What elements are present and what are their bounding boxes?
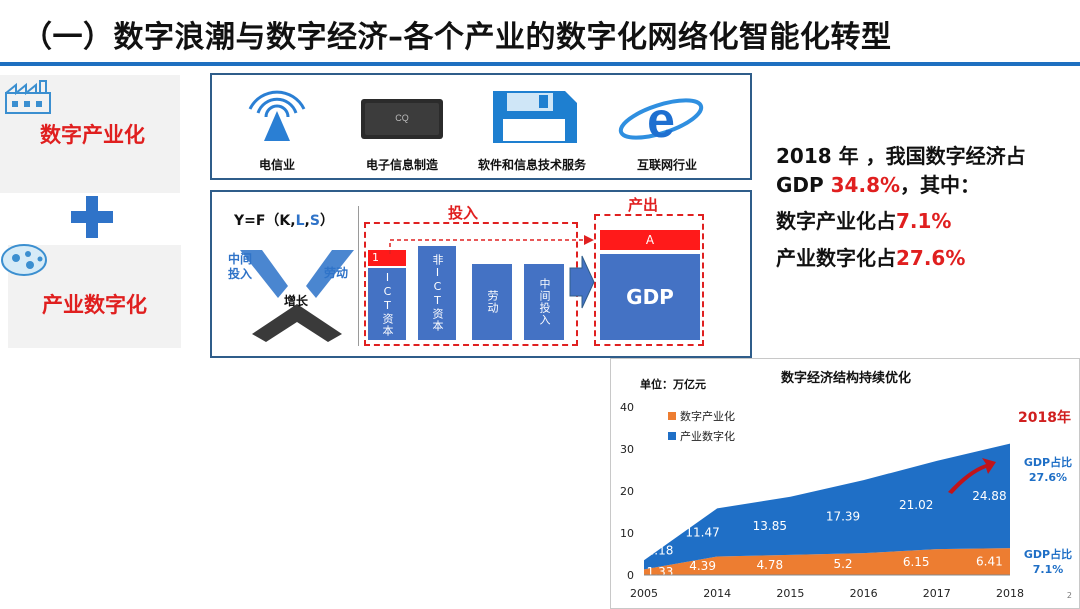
- gdp-box: GDP: [600, 254, 700, 340]
- stat-industrialization-value: 7.1%: [896, 209, 952, 233]
- box-a: A: [600, 230, 700, 250]
- stat-gdp-suffix: ，其中：: [900, 173, 981, 197]
- y-tick-label: 30: [620, 443, 634, 456]
- data-label-industrialization: 1.33: [647, 565, 674, 579]
- legend-digitalization: 产业数字化: [680, 429, 735, 443]
- industrial-digitalization-label: 产业数字化: [42, 293, 147, 317]
- industry-electronics: CQ 电子信息制造: [337, 83, 467, 178]
- production-function-panel: Y=F（K,L,S） 中间 投入 劳动 增长 资本 投入 产出 1 A ICT资…: [210, 190, 752, 358]
- page-title: （一）数字浪潮与数字经济–各个产业的数字化网络化智能化转型: [22, 20, 892, 55]
- stat-line-3: 数字产业化占7.1%: [776, 205, 951, 234]
- formula-prefix: Y=F（K,: [234, 213, 296, 229]
- gear-cluster-icon: [1, 244, 47, 276]
- mid-input-label: 中间 投入: [228, 252, 253, 281]
- data-label-digitalization: 17.39: [826, 510, 860, 524]
- annotation-year: 2018年: [1018, 409, 1071, 426]
- digital-industrialization-card: 数字产业化: [0, 75, 180, 193]
- formula-suffix: ）: [319, 213, 334, 229]
- industry-label: 电子信息制造: [365, 158, 438, 172]
- wifi-tower-icon: [248, 90, 306, 141]
- x-tick-label: 2014: [703, 587, 731, 600]
- output-dashed-box: [594, 214, 704, 346]
- production-formula: Y=F（K,L,S）: [234, 210, 334, 230]
- plus-icon-bar: [71, 211, 113, 223]
- svg-text:CQ: CQ: [395, 113, 409, 123]
- stat-line-4: 产业数字化占27.6%: [776, 242, 965, 271]
- growth-label: 增长: [284, 294, 309, 308]
- arrow-right-icon: [569, 255, 595, 309]
- factory-icon: [5, 80, 51, 114]
- y-tick-label: 40: [620, 401, 634, 414]
- mid-input-bar: 中间投入: [524, 264, 564, 340]
- data-label-digitalization: 11.47: [685, 525, 719, 539]
- annotation-gdp-bottom-2: 7.1%: [1033, 563, 1064, 576]
- industry-software: 软件和信息技术服务: [467, 83, 597, 178]
- x-tick-label: 2017: [923, 587, 951, 600]
- formula-comma: ,: [304, 213, 310, 229]
- digital-industrialization-label: 数字产业化: [40, 123, 145, 147]
- legend-swatch-industrialization: [668, 412, 676, 420]
- page-number: 2: [1067, 591, 1072, 600]
- formula-s: S: [309, 213, 320, 229]
- industry-telecom: 电信业: [212, 83, 342, 178]
- data-label-industrialization: 4.78: [756, 558, 783, 572]
- data-label-digitalization: 21.02: [899, 498, 933, 512]
- non-ict-capital-bar: 非ICT资本: [418, 246, 456, 340]
- data-label-digitalization: 2.18: [647, 544, 674, 558]
- formula-l: L: [295, 213, 305, 229]
- annotation-gdp-bottom-1: GDP占比: [1024, 547, 1072, 561]
- industry-internet: e 互联网行业: [602, 83, 732, 178]
- stat-digitalization-value: 27.6%: [896, 246, 966, 270]
- industry-label: 软件和信息技术服务: [477, 158, 586, 172]
- title-divider: [0, 62, 1080, 66]
- browser-e-icon: e: [618, 92, 704, 148]
- input-title: 投入: [448, 204, 479, 222]
- chart-unit: 单位：万亿元: [640, 377, 706, 391]
- x-tick-label: 2005: [630, 587, 658, 600]
- chart-title: 数字经济结构持续优化: [781, 370, 911, 386]
- data-label-digitalization: 24.88: [972, 489, 1006, 503]
- legend-industrialization: 数字产业化: [680, 409, 735, 423]
- floppy-disk-icon: [493, 91, 577, 143]
- ict-capital-bar: ICT资本: [368, 268, 406, 340]
- output-title: 产出: [628, 196, 659, 214]
- y-tick-label: 0: [627, 569, 634, 582]
- panel-divider: [358, 206, 359, 346]
- x-tick-label: 2016: [850, 587, 878, 600]
- chip-icon: CQ: [361, 99, 443, 139]
- stat-digitalization-prefix: 产业数字化占: [776, 246, 896, 270]
- digital-economy-chart: 数字经济结构持续优化 单位：万亿元 1.33 4.39 4.78 5.2 6.15 6.4…: [620, 370, 1072, 600]
- industries-panel: 电信业 CQ 电子信息制造 软件和信息技术服务 e 互联网行业: [210, 73, 752, 180]
- stat-line-1: 2018 年 ，我国数字经济占: [776, 144, 1026, 168]
- chart-legend: 数字产业化 产业数字化: [668, 409, 735, 443]
- stat-total-value: 34.8%: [830, 173, 901, 197]
- legend-swatch-digitalization: [668, 432, 676, 440]
- data-label-industrialization: 5.2: [833, 557, 852, 571]
- data-label-industrialization: 6.41: [976, 555, 1003, 569]
- labor-label: 劳动: [324, 266, 349, 280]
- series-area-digitalization: [644, 443, 1010, 570]
- stat-industrialization-prefix: 数字产业化占: [776, 209, 896, 233]
- data-label-industrialization: 4.39: [689, 559, 716, 573]
- box-one: 1: [368, 250, 406, 266]
- y-tick-label: 10: [620, 527, 634, 540]
- annotation-gdp-top-2: 27.6%: [1029, 471, 1067, 484]
- capital-label: 资本: [282, 334, 307, 348]
- data-label-digitalization: 13.85: [753, 519, 787, 533]
- stat-line-2: GDP 34.8%，其中：: [776, 169, 980, 198]
- stat-gdp-prefix: GDP: [776, 173, 831, 197]
- data-label-industrialization: 6.15: [903, 555, 930, 569]
- industry-label: 互联网行业: [636, 158, 697, 172]
- y-tick-label: 20: [620, 485, 634, 498]
- trend-arrow-icon: [948, 458, 996, 494]
- annotation-gdp-top-1: GDP占比: [1024, 455, 1072, 469]
- x-tick-label: 2015: [776, 587, 804, 600]
- series-area-industrialization: [644, 548, 1010, 575]
- dashed-arrow: [389, 235, 594, 254]
- growth-chevrons: [240, 250, 354, 342]
- x-tick-label: 2018: [996, 587, 1024, 600]
- labor-bar: 劳动: [472, 264, 512, 340]
- industry-label: 电信业: [258, 158, 295, 172]
- svg-text:e: e: [647, 92, 675, 148]
